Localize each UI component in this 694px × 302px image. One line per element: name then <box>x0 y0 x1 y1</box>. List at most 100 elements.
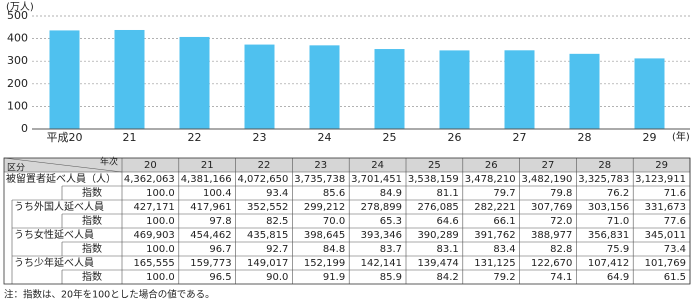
row-label: 指数 <box>82 214 102 227</box>
cell: 83.4 <box>493 244 515 255</box>
cell: 454,462 <box>190 230 231 241</box>
cell: 107,412 <box>588 258 629 269</box>
y-tick-label: 100 <box>7 99 28 112</box>
cell: 82.5 <box>266 216 288 227</box>
table-border <box>3 157 691 285</box>
cell: 388,977 <box>531 230 572 241</box>
cell: 83.1 <box>437 244 459 255</box>
x-tick-label: 29 <box>643 131 657 144</box>
cell: 97.8 <box>209 216 231 227</box>
x-tick-label: 27 <box>513 131 527 144</box>
y-tick-label: 300 <box>7 54 28 67</box>
cell: 85.6 <box>323 188 345 199</box>
cell: 100.0 <box>146 216 175 227</box>
row-label: 指数 <box>82 242 102 255</box>
cell: 100.0 <box>146 272 175 283</box>
cell: 3,325,783 <box>578 174 629 185</box>
y-tick-label: 500 <box>7 9 28 22</box>
cell: 101,769 <box>645 258 686 269</box>
cell: 345,011 <box>645 230 686 241</box>
cell: 417,961 <box>190 202 231 213</box>
column-header: 20 <box>144 160 157 171</box>
cell: 96.5 <box>209 272 231 283</box>
x-tick-label: 23 <box>253 131 267 144</box>
cell: 61.5 <box>664 272 686 283</box>
cell: 100.0 <box>146 188 175 199</box>
cell: 71.0 <box>607 216 629 227</box>
cell: 278,899 <box>361 202 402 213</box>
cell: 72.0 <box>550 216 572 227</box>
cell: 469,903 <box>133 230 174 241</box>
cell: 3,482,190 <box>521 174 572 185</box>
cell: 435,815 <box>247 230 288 241</box>
cell: 427,171 <box>133 202 174 213</box>
cell: 4,381,166 <box>181 174 232 185</box>
bar <box>114 29 145 129</box>
cell: 93.4 <box>266 188 288 199</box>
cell: 356,831 <box>588 230 629 241</box>
cell: 122,670 <box>531 258 572 269</box>
x-tick-label: 28 <box>578 131 592 144</box>
cell: 64.9 <box>607 272 629 283</box>
cell: 91.9 <box>323 272 345 283</box>
cell: 307,769 <box>531 202 572 213</box>
cell: 331,673 <box>645 202 686 213</box>
cell: 303,156 <box>588 202 629 213</box>
y-tick-label: 200 <box>7 77 28 90</box>
row-label: うち少年延べ人員 <box>14 256 94 269</box>
bar <box>49 30 80 130</box>
cell: 77.6 <box>664 216 686 227</box>
cell: 79.7 <box>493 188 515 199</box>
cell: 70.0 <box>323 216 345 227</box>
cell: 3,123,911 <box>635 174 686 185</box>
cell: 96.7 <box>209 244 231 255</box>
column-header: 24 <box>371 160 384 171</box>
column-header: 27 <box>542 160 555 171</box>
bar <box>504 50 535 129</box>
bar <box>244 44 275 129</box>
cell: 100.4 <box>203 188 232 199</box>
cell: 73.4 <box>664 244 686 255</box>
cell: 390,289 <box>417 230 458 241</box>
column-header: 26 <box>485 160 498 171</box>
cell: 4,072,650 <box>237 174 288 185</box>
y-tick-label: 0 <box>21 122 28 135</box>
cell: 74.1 <box>550 272 572 283</box>
cell: 92.7 <box>266 244 288 255</box>
cell: 398,645 <box>304 230 345 241</box>
cell: 84.8 <box>323 244 345 255</box>
cell: 100.0 <box>146 244 175 255</box>
row-label: 指数 <box>82 270 102 283</box>
x-axis-label: (年) <box>672 130 690 143</box>
cell: 84.9 <box>380 188 402 199</box>
y-tick-label: 400 <box>7 32 28 45</box>
row-label: 被留置者延べ人員（人） <box>6 172 116 185</box>
cell: 83.7 <box>380 244 402 255</box>
cell: 85.9 <box>380 272 402 283</box>
bar <box>179 36 210 129</box>
x-tick-label: 21 <box>123 131 137 144</box>
row-label: うち外国人延べ人員 <box>14 201 104 213</box>
cell: 131,125 <box>474 258 515 269</box>
cell: 152,199 <box>304 258 345 269</box>
cell: 79.2 <box>493 272 515 283</box>
row-label: うち女性延べ人員 <box>14 228 94 241</box>
cell: 3,735,738 <box>294 174 345 185</box>
note: 注：指数は、20年を100とした場合の値である。 <box>4 289 215 301</box>
cell: 149,017 <box>247 258 288 269</box>
cell: 4,362,063 <box>124 174 175 185</box>
y-axis-label: (万人) <box>6 1 34 13</box>
x-tick-label: 24 <box>318 131 332 144</box>
x-tick-label: 平成20 <box>47 131 83 144</box>
column-header: 25 <box>428 160 441 171</box>
cell: 299,212 <box>304 202 345 213</box>
cell: 139,474 <box>417 258 458 269</box>
bar <box>569 53 600 129</box>
cell: 65.3 <box>380 216 402 227</box>
column-header: 21 <box>201 160 214 171</box>
cell: 3,701,451 <box>351 174 402 185</box>
cell: 79.8 <box>550 188 572 199</box>
cell: 165,555 <box>133 258 174 269</box>
cell: 66.1 <box>493 216 515 227</box>
